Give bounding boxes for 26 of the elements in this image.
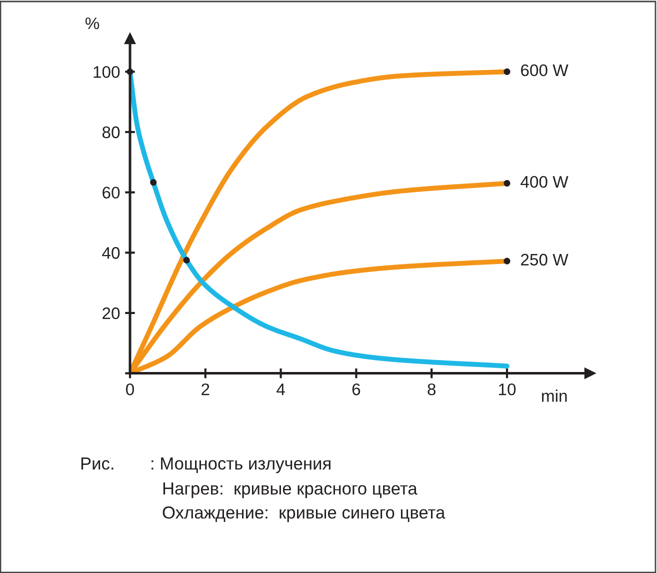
y-axis-title: % [85,17,100,30]
point [504,180,510,187]
point [183,256,190,264]
series-label: 250 W [521,254,568,266]
x-tick-label: 8 [428,383,436,396]
x-tick-label: 10 [499,383,516,396]
x-axis-title: min [542,390,567,402]
x-tick-label: 4 [276,384,285,396]
y-tick-label: 80 [102,126,120,138]
point [150,179,157,186]
text: Рис. [81,458,114,470]
point [504,68,510,75]
y-tick-label: 40 [102,247,120,259]
x-tick-label: 2 [202,383,210,396]
point [126,68,134,75]
text: Охлаждение: кривые синего цвета [162,506,446,522]
text: : Мощность излучения [152,458,330,474]
x-tick-label: 0 [126,383,134,396]
y-tick-label: 100 [94,66,120,78]
x-tick-label: 6 [352,383,360,396]
y-tick-label: 60 [102,186,120,199]
text: Нагрев: кривые красного цвета [163,482,418,498]
point [504,258,510,264]
series-label: 400 W [520,176,568,188]
y-tick-label: 20 [102,307,120,320]
series-label: 600 W [521,64,568,76]
